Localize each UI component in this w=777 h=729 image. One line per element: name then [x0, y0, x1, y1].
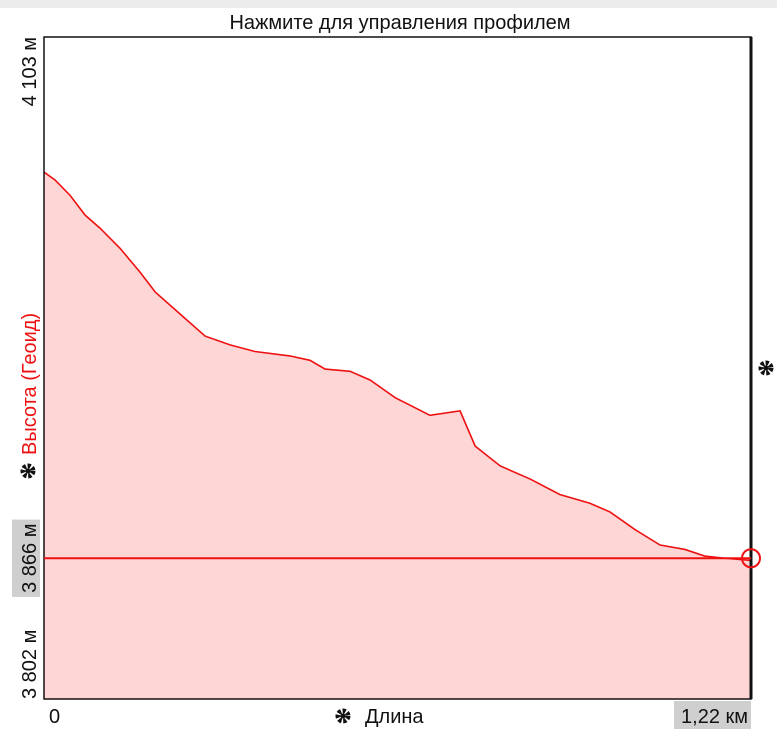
x-tick-label-bg — [674, 701, 751, 729]
x-tick-label: 1,22 км — [681, 706, 748, 728]
cursor-marker — [741, 548, 761, 569]
gear-icon[interactable] — [20, 463, 36, 479]
plot[interactable] — [43, 36, 761, 700]
y-tick-label: 4 103 м — [19, 37, 41, 106]
area-fill — [44, 172, 751, 700]
cursor-label: 3 866 м — [19, 524, 41, 593]
y-tick-label: 3 802 м — [19, 630, 41, 699]
x-tick-label: 0 — [49, 706, 60, 728]
chart-title[interactable]: Нажмите для управления профилем — [229, 12, 570, 34]
x-axis-label[interactable]: Длина — [365, 706, 424, 728]
gear-icon[interactable] — [335, 708, 351, 724]
gear-icon[interactable] — [758, 360, 774, 376]
y-axis-label[interactable]: Высота (Геоид) — [19, 313, 41, 455]
top-strip — [0, 0, 777, 8]
profile-line — [43, 171, 752, 562]
cursor-label-bg — [12, 519, 40, 597]
